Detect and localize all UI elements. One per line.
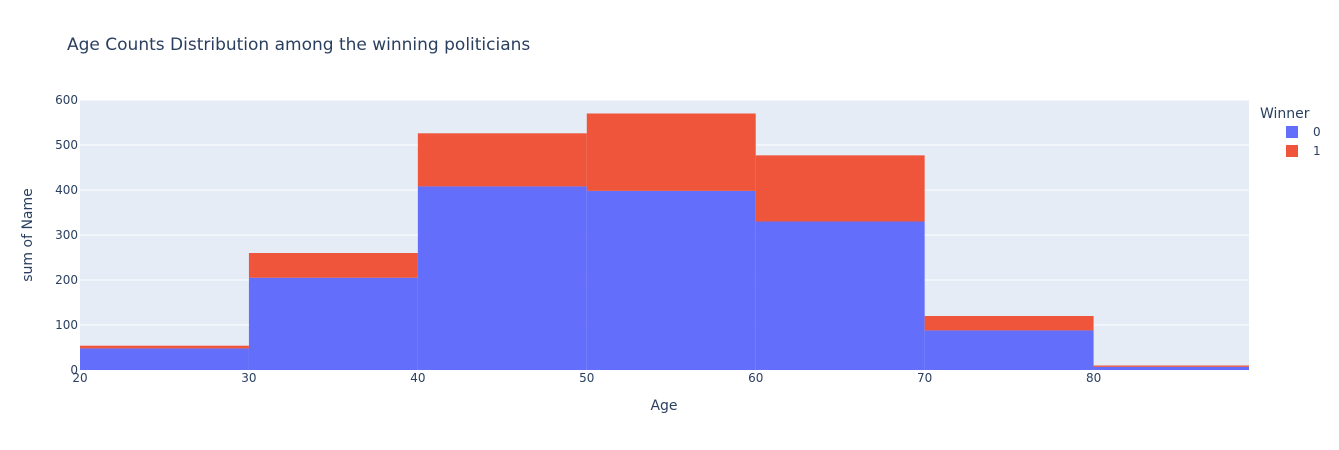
bar-winner-0: [1093, 366, 1249, 370]
bar-winner-1: [755, 155, 925, 222]
x-tick-label: 70: [917, 371, 932, 385]
y-tick-label: 0: [70, 363, 78, 377]
bar-winner-0: [417, 186, 587, 370]
y-tick-label: 300: [55, 228, 78, 242]
y-tick-label: 600: [55, 93, 78, 107]
bar-winner-1: [924, 316, 1094, 331]
x-axis-title: Age: [650, 398, 677, 414]
bar-winner-0: [248, 277, 418, 370]
y-tick-label: 400: [55, 183, 78, 197]
legend: Winner 0 1: [1260, 106, 1321, 158]
bars: [80, 113, 1249, 370]
y-tick-label: 200: [55, 273, 78, 287]
x-tick-label: 40: [410, 371, 425, 385]
y-tick-label: 500: [55, 138, 78, 152]
x-tick-label: 30: [241, 371, 256, 385]
x-tick-label: 50: [579, 371, 594, 385]
bar-winner-1: [586, 113, 756, 191]
bar-winner-0: [80, 348, 249, 370]
legend-swatch: [1286, 145, 1298, 157]
chart-title: Age Counts Distribution among the winnin…: [67, 35, 530, 55]
x-tick-label: 20: [72, 371, 87, 385]
x-tick-labels: 20 30 40 50 60 70 80: [72, 371, 1101, 385]
bar-winner-1: [80, 345, 249, 349]
x-tick-label: 60: [748, 371, 763, 385]
x-tick-label: 80: [1086, 371, 1101, 385]
bar-winner-0: [924, 330, 1094, 370]
bar-winner-1: [417, 133, 587, 187]
legend-title: Winner: [1260, 106, 1310, 122]
y-tick-label: 100: [55, 318, 78, 332]
bar-winner-0: [755, 221, 925, 370]
legend-label: 0: [1313, 125, 1321, 139]
bar-winner-1: [1093, 365, 1249, 367]
legend-label: 1: [1313, 144, 1321, 158]
bar-winner-0: [586, 190, 756, 370]
y-tick-labels: 0 100 200 300 400 500 600: [55, 93, 78, 377]
bar-winner-1: [248, 253, 418, 278]
legend-swatch: [1286, 126, 1298, 138]
y-axis-title: sum of Name: [20, 188, 36, 282]
